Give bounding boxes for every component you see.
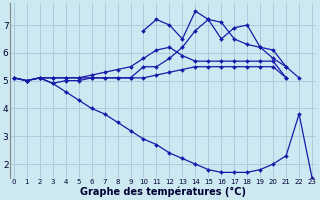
X-axis label: Graphe des températures (°C): Graphe des températures (°C)	[80, 187, 246, 197]
